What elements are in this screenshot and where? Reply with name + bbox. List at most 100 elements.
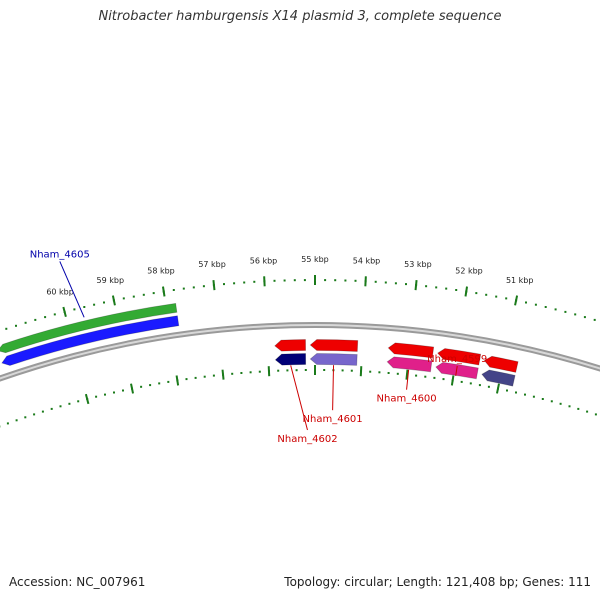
inner-ruler-dot	[59, 405, 62, 408]
inner-major-tick	[359, 366, 363, 377]
inner-ruler-dot	[231, 372, 234, 375]
inner-ruler-dot	[212, 374, 215, 377]
gene-label-layer: Nham_4605 Nham_4602 Nham_4601 Nham_4600 Nham…	[30, 250, 488, 446]
inner-ruler-dot	[532, 395, 535, 398]
accession-label: Accession: NC_007961	[9, 575, 146, 589]
inner-ruler-dot	[323, 369, 326, 371]
tick-label-57: 57 kbp	[198, 260, 226, 269]
nham-4605-label: Nham_4605	[30, 250, 90, 261]
nham-4602-label: Nham_4602	[277, 434, 337, 445]
outer-ruler-dot	[564, 310, 567, 313]
nham-4601-label: Nham_4601	[303, 414, 363, 425]
outer-ruler-dot	[445, 287, 448, 290]
inner-ruler-dot	[95, 395, 98, 398]
inner-major-tick	[221, 369, 225, 380]
inner-ruler-dot	[424, 375, 427, 378]
outer-ruler-dot	[405, 283, 407, 286]
outer-major-tick	[364, 276, 367, 287]
inner-ruler-dot	[295, 369, 298, 372]
outer-major-tick	[212, 280, 216, 291]
outer-ruler-dot	[354, 279, 357, 282]
inner-ruler-dot	[277, 369, 280, 372]
outer-ruler-dot	[5, 327, 8, 330]
gene-5-cog-arc	[481, 369, 516, 387]
inner-ruler-dot	[41, 410, 44, 413]
outer-ruler-dot	[182, 287, 185, 290]
inner-major-tick	[267, 366, 271, 377]
kbp-ruler: 51 kbp 52 kbp 53 kbp 54 kbp 55 kbp 56 kbp 57 k…	[0, 255, 597, 428]
inner-ruler-dot	[487, 385, 490, 388]
outer-ruler-dot	[475, 292, 478, 295]
inner-ruler-dot	[577, 407, 580, 410]
outer-ruler-dot	[293, 279, 296, 282]
inner-ruler-dot	[304, 369, 307, 371]
inner-ruler-dot	[378, 371, 381, 374]
inner-ruler-dot	[568, 405, 571, 408]
outer-ruler-dot	[142, 293, 145, 296]
outer-ruler-dot	[283, 279, 286, 282]
inner-ruler-dot	[442, 378, 445, 381]
outer-ruler-dot	[24, 321, 27, 324]
inner-ruler-dot	[286, 369, 289, 372]
outer-ruler-dot	[583, 316, 586, 319]
nham-4600-cog-arc	[386, 356, 433, 373]
tick-label-59: 59 kbp	[97, 276, 125, 285]
inner-ruler-dot	[396, 372, 399, 375]
inner-ruler-dot	[541, 398, 544, 400]
tick-label-60: 60 kbp	[46, 287, 74, 296]
inner-ruler-dot	[203, 375, 206, 378]
inner-ruler-dot	[249, 371, 252, 374]
outer-ruler-dot	[495, 295, 498, 298]
outer-ruler-dot	[253, 280, 256, 283]
nham-4600-leader-line	[406, 369, 410, 390]
inner-major-tick	[84, 393, 90, 405]
outer-ruler-dot	[192, 286, 195, 289]
tick-label-51: 51 kbp	[506, 276, 534, 285]
inner-ruler-dot	[506, 389, 508, 392]
inner-ruler-dot	[258, 370, 261, 373]
inner-ruler-dot	[524, 393, 526, 396]
outer-major-tick	[62, 306, 67, 317]
outer-major-tick	[161, 286, 166, 297]
outer-major-tick	[514, 295, 519, 306]
outer-ruler-dot	[334, 279, 337, 282]
backbone-layer	[0, 322, 600, 382]
outer-major-tick	[263, 276, 266, 287]
inner-major-tick	[450, 375, 455, 386]
inner-ruler-dot	[50, 407, 53, 410]
outer-ruler-dot	[485, 293, 488, 296]
outer-ruler-dot	[152, 292, 155, 295]
nham-4600-label: Nham_4600	[377, 394, 437, 405]
inner-ruler-dot	[369, 370, 372, 373]
nham-4605-cog-arc	[0, 302, 178, 354]
outer-ruler-dot	[455, 289, 458, 291]
summary-label: Topology: circular; Length: 121,408 bp; …	[284, 575, 591, 589]
nham-4600-arc	[387, 342, 435, 359]
inner-ruler-dot	[586, 410, 589, 413]
inner-ruler-dot	[194, 376, 197, 379]
nham-4599-label: Nham_4599	[427, 354, 487, 365]
outer-ruler-dot	[34, 318, 37, 321]
outer-ruler-dot	[202, 285, 205, 288]
outer-ruler-dot	[233, 282, 236, 285]
outer-ruler-dot	[122, 297, 125, 300]
outer-ruler-dot	[554, 308, 557, 311]
tick-label-58: 58 kbp	[147, 267, 175, 276]
nham-4599-arc	[437, 348, 482, 366]
tick-label-53: 53 kbp	[404, 260, 432, 269]
outer-ruler-dot	[83, 306, 86, 308]
inner-ruler-dot	[158, 382, 161, 385]
backbone-highlight	[0, 324, 600, 380]
outer-ruler-dot	[15, 324, 17, 327]
outer-major-tick	[414, 280, 418, 291]
outer-ruler-dot	[44, 316, 47, 319]
inner-ruler-dot	[68, 402, 71, 405]
outer-ruler-dot	[394, 282, 397, 285]
outer-major-tick	[464, 286, 469, 297]
outer-ruler-dot	[544, 306, 547, 308]
inner-ruler-dot	[415, 374, 418, 377]
outer-ruler-dot	[384, 281, 387, 284]
outer-ruler-dot	[53, 313, 56, 316]
outer-ruler-dot	[223, 283, 225, 286]
outer-ruler-dot	[132, 295, 135, 298]
